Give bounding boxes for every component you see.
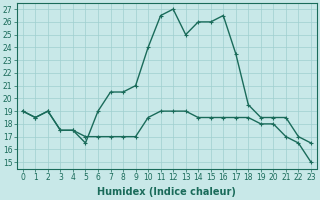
X-axis label: Humidex (Indice chaleur): Humidex (Indice chaleur)	[98, 187, 236, 197]
